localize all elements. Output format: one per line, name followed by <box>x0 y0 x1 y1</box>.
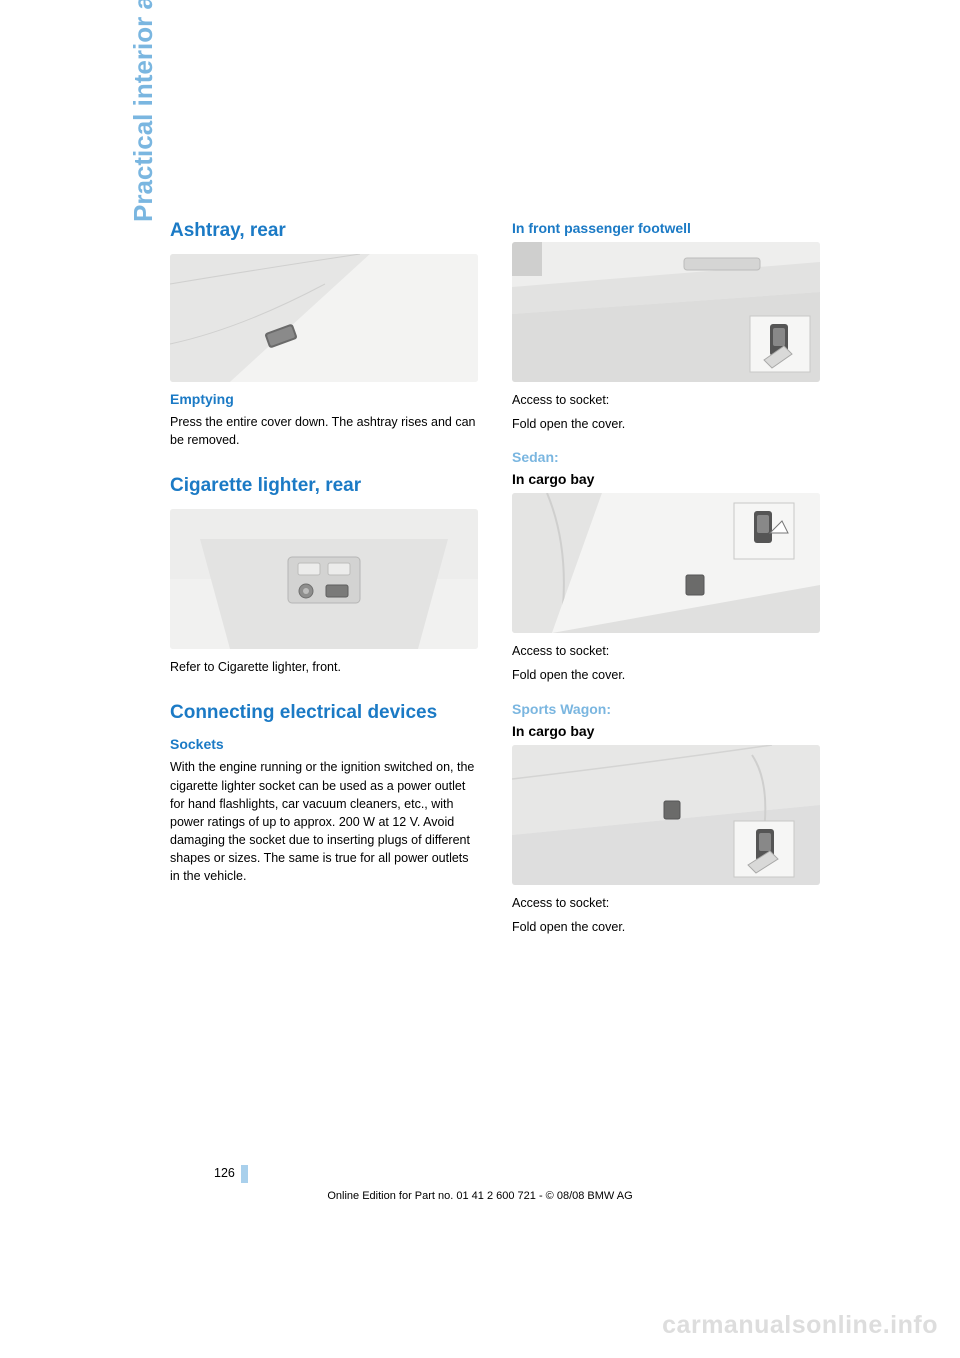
heading-sedan-2: In cargo bay <box>512 471 820 487</box>
figure-lighter-svg <box>170 509 478 649</box>
heading-wagon-2: In cargo bay <box>512 723 820 739</box>
page-number-bar <box>241 1165 248 1183</box>
figure-ashtray-svg <box>170 254 478 382</box>
heading-sedan-1: Sedan: <box>512 449 820 465</box>
spacer <box>512 691 820 701</box>
figure-sedan-svg <box>512 493 820 633</box>
section-title-vertical: Practical interior accessories <box>128 0 159 222</box>
footwell-line2: Fold open the cover. <box>512 415 820 433</box>
figure-footwell-svg <box>512 242 820 382</box>
left-column: Ashtray, rear Emptying Press the entire … <box>170 220 478 942</box>
footer-text: Online Edition for Part no. 01 41 2 600 … <box>0 1190 960 1202</box>
figure-wagon-cargo <box>512 745 820 885</box>
heading-connecting-devices: Connecting electrical devices <box>170 702 478 724</box>
spacer <box>512 439 820 449</box>
footwell-line1: Access to socket: <box>512 391 820 409</box>
right-column: In front passenger footwell Access to so… <box>512 220 820 942</box>
heading-emptying: Emptying <box>170 391 478 407</box>
heading-cigarette-lighter: Cigarette lighter, rear <box>170 475 478 497</box>
heading-wagon-1: Sports Wagon: <box>512 701 820 717</box>
figure-ashtray-rear <box>170 254 478 382</box>
heading-footwell: In front passenger footwell <box>512 220 820 236</box>
heading-sockets: Sockets <box>170 736 478 752</box>
sedan-line1: Access to socket: <box>512 642 820 660</box>
page: Practical interior accessories Ashtray, … <box>0 0 960 1358</box>
wagon-line1: Access to socket: <box>512 894 820 912</box>
wagon-line2: Fold open the cover. <box>512 918 820 936</box>
figure-wagon-svg <box>512 745 820 885</box>
page-number-wrap: 126 <box>214 1165 248 1183</box>
page-number: 126 <box>214 1165 241 1183</box>
spacer <box>170 682 478 702</box>
figure-sedan-cargo <box>512 493 820 633</box>
watermark: carmanualsonline.info <box>662 1311 938 1340</box>
body-sockets: With the engine running or the ignition … <box>170 758 478 885</box>
caption-lighter: Refer to Cigarette lighter, front. <box>170 658 478 676</box>
body-emptying: Press the entire cover down. The ashtray… <box>170 413 478 449</box>
sedan-line2: Fold open the cover. <box>512 666 820 684</box>
figure-footwell <box>512 242 820 382</box>
figure-cigarette-lighter <box>170 509 478 649</box>
spacer <box>170 455 478 475</box>
content-columns: Ashtray, rear Emptying Press the entire … <box>170 220 860 942</box>
heading-ashtray-rear: Ashtray, rear <box>170 220 478 242</box>
